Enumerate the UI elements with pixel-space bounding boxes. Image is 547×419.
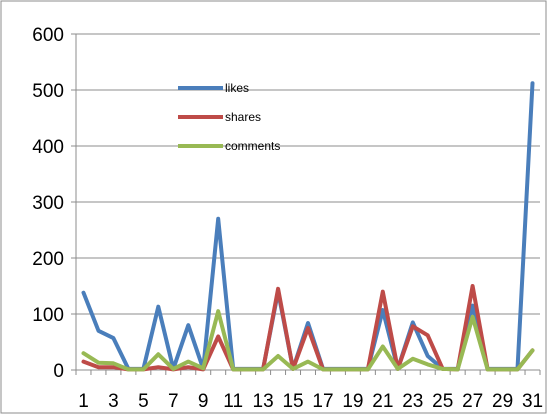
data-point-shares (96, 365, 100, 369)
x-tick-label: 23 (402, 391, 423, 412)
data-point-likes (111, 336, 115, 340)
x-tick-label: 7 (168, 391, 179, 412)
data-point-comments (396, 367, 400, 371)
data-point-comments (336, 367, 340, 371)
data-point-comments (201, 366, 205, 370)
y-tick-label: 600 (32, 25, 64, 46)
series-line-comments (81, 309, 535, 372)
data-point-comments (441, 367, 445, 371)
data-point-likes (216, 217, 220, 221)
x-tick-label: 25 (432, 391, 453, 412)
legend-label-likes: likes (225, 81, 249, 95)
x-tick-label: 31 (522, 391, 543, 412)
x-tick-label: 15 (282, 391, 303, 412)
gridlines (76, 33, 540, 315)
data-point-comments (486, 367, 490, 371)
data-point-comments (246, 367, 250, 371)
x-tick-label: 1 (78, 391, 89, 412)
data-point-comments (81, 351, 85, 355)
data-point-comments (351, 367, 355, 371)
data-point-comments (501, 367, 505, 371)
data-point-comments (291, 367, 295, 371)
x-tick-label: 13 (253, 391, 274, 412)
data-point-likes (81, 291, 85, 295)
data-point-likes (531, 81, 535, 85)
data-point-comments (411, 357, 415, 361)
data-point-comments (306, 360, 310, 364)
data-point-likes (426, 354, 430, 358)
data-point-comments (171, 367, 175, 371)
data-point-shares (186, 365, 190, 369)
y-tick-label: 0 (53, 361, 64, 382)
data-point-comments (426, 362, 430, 366)
data-point-shares (471, 284, 475, 288)
data-point-shares (381, 290, 385, 294)
data-point-shares (411, 324, 415, 328)
data-point-comments (261, 367, 265, 371)
y-tick-label: 300 (32, 193, 64, 214)
data-point-comments (321, 367, 325, 371)
data-point-comments (471, 315, 475, 319)
series-lines (81, 81, 535, 372)
y-tick-label: 400 (32, 137, 64, 158)
data-point-shares (276, 287, 280, 291)
legend: likes shares comments (178, 81, 280, 153)
y-tick-label: 200 (32, 249, 64, 270)
x-tick-label: 3 (108, 391, 119, 412)
y-tick-label: 500 (32, 81, 64, 102)
data-point-comments (456, 367, 460, 371)
data-point-comments (186, 360, 190, 364)
x-tick-label: 17 (312, 391, 333, 412)
data-point-comments (141, 367, 145, 371)
data-point-comments (516, 367, 520, 371)
data-point-shares (426, 333, 430, 337)
data-point-comments (111, 361, 115, 365)
data-point-likes (96, 329, 100, 333)
x-tick-label: 21 (372, 391, 393, 412)
data-point-shares (306, 326, 310, 330)
x-tick-label: 29 (492, 391, 513, 412)
x-tick-label: 9 (198, 391, 209, 412)
data-point-comments (156, 352, 160, 356)
data-point-comments (366, 367, 370, 371)
data-point-shares (81, 360, 85, 364)
data-point-comments (126, 367, 130, 371)
x-tick-label: 5 (138, 391, 149, 412)
data-point-shares (156, 365, 160, 369)
data-point-shares (216, 334, 220, 338)
data-point-likes (411, 320, 415, 324)
y-tick-label: 100 (32, 305, 64, 326)
data-point-likes (186, 323, 190, 327)
x-tick-label: 27 (462, 391, 483, 412)
data-point-comments (381, 344, 385, 348)
data-point-comments (276, 354, 280, 358)
x-tick-label: 19 (342, 391, 363, 412)
x-tick-label: 11 (223, 391, 243, 412)
data-point-likes (156, 305, 160, 309)
legend-label-comments: comments (225, 139, 280, 153)
data-point-comments (216, 309, 220, 313)
axes (71, 33, 541, 375)
data-point-comments (531, 348, 535, 352)
data-point-comments (96, 361, 100, 365)
data-point-likes (306, 321, 310, 325)
legend-label-shares: shares (225, 110, 261, 124)
data-point-comments (231, 367, 235, 371)
